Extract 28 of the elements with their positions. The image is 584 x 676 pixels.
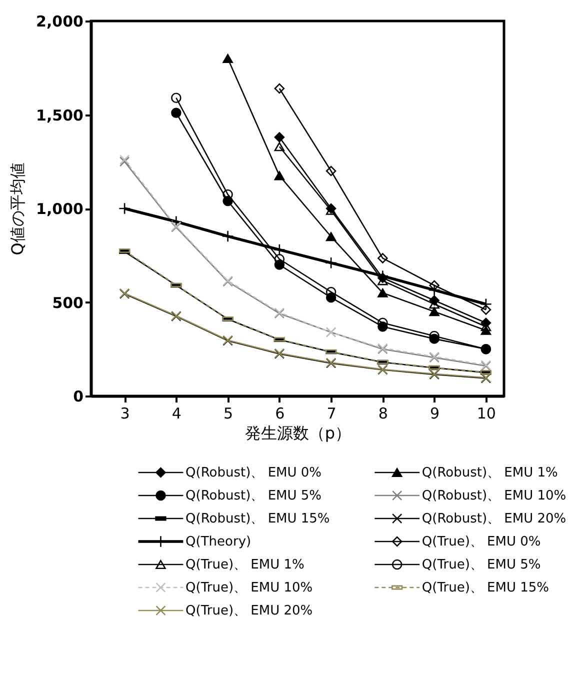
legend-label: Q(True)、 EMU 5% [422,558,541,572]
y-tick-label: 500 [52,294,84,312]
legend-label: Q(True)、 EMU 15% [422,580,550,596]
legend-label: Q(True)、 EMU 0% [422,534,541,550]
x-tick-label: 3 [120,404,130,422]
legend-label: Q(Robust)、 EMU 15% [186,512,330,526]
y-tick-label: 0 [73,388,84,406]
legend-label: Q(Theory) [186,534,252,550]
y-tick-label: 1,500 [36,106,84,124]
legend-label: Q(Robust)、 EMU 1% [422,466,558,480]
y-tick-label: 2,000 [36,12,84,30]
legend-label: Q(Robust)、 EMU 5% [186,488,322,504]
x-tick-label: 5 [224,404,234,422]
x-tick-label: 6 [275,404,285,422]
legend-label: Q(Robust)、 EMU 10% [422,488,566,504]
x-tick-label: 9 [430,404,440,422]
y-axis-title: Q値の平均値 [8,162,28,256]
legend-label: Q(True)、 EMU 1% [186,558,304,572]
legend-label: Q(True)、 EMU 20% [186,604,313,618]
y-tick-label: 1,000 [36,200,84,218]
x-tick-label: 4 [172,404,182,422]
x-axis-title: 発生源数（p） [244,424,352,442]
legend-label: Q(Robust)、 EMU 0% [186,466,322,480]
legend-label: Q(True)、 EMU 10% [186,580,313,596]
x-tick-label: 7 [326,404,336,422]
x-tick-label: 8 [378,404,388,422]
x-tick-label: 10 [476,404,496,422]
legend-label: Q(Robust)、 EMU 20% [422,512,566,526]
